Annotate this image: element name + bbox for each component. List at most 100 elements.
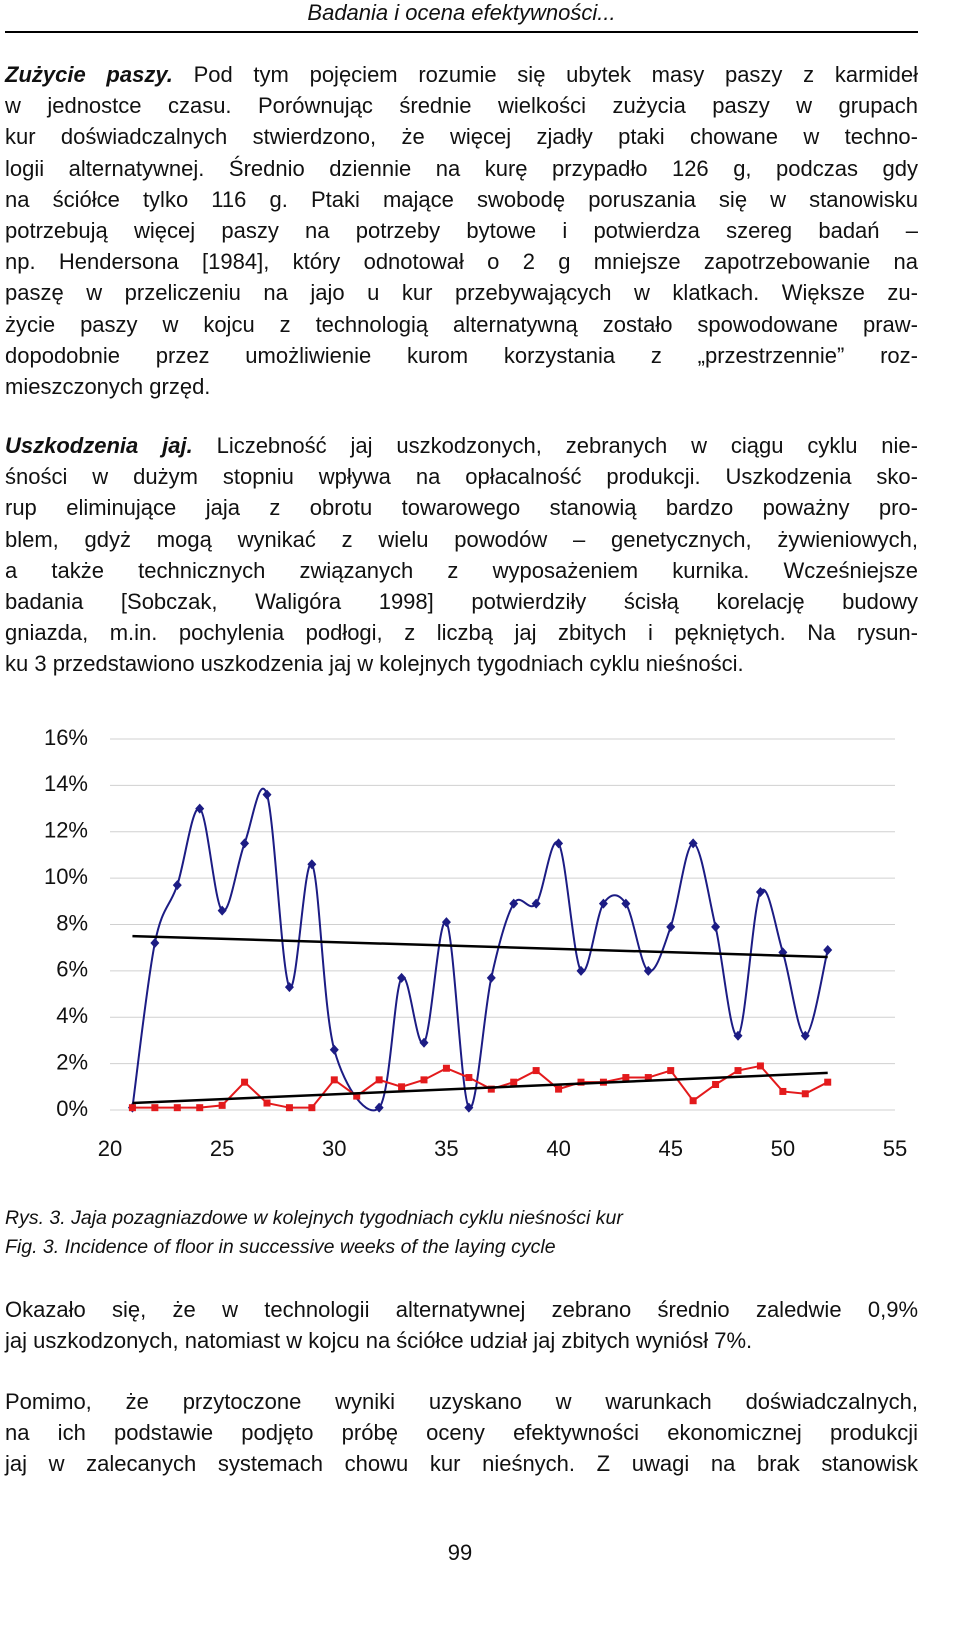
y-tick-label: 16% [44, 725, 88, 750]
text-line: ku 3 przedstawiono uszkodzenia jaj w kol… [5, 651, 744, 677]
point-marker [262, 789, 272, 800]
point-marker [329, 1044, 339, 1055]
text-line: Zużycie paszy. Pod tym pojęciem rozumie … [5, 59, 918, 90]
point-marker [398, 1083, 406, 1091]
x-tick-label: 20 [98, 1136, 122, 1161]
caption: Fig. 3. Incidence of floor in successive… [5, 1236, 556, 1258]
text: Liczebność jaj uszkodzonych, zebranych w… [216, 433, 918, 458]
x-tick-label: 55 [883, 1136, 907, 1161]
point-marker [531, 898, 541, 909]
y-tick-label: 10% [44, 864, 88, 889]
text-line: jaj uszkodzonych, natomiast w kojcu na ś… [5, 1328, 753, 1354]
point-marker [465, 1074, 473, 1082]
text-line: badania [Sobczak, Waligóra 1998] potwier… [5, 589, 918, 615]
paragraph: Pomimo, że przytoczone wyniki uzyskano w… [5, 1386, 918, 1480]
point-marker [241, 1078, 249, 1086]
point-marker [667, 1067, 675, 1075]
caption: Rys. 3. Jaja pozagniazdowe w kolejnych t… [5, 1207, 623, 1229]
point-marker [555, 1085, 563, 1093]
series-line [131, 787, 829, 1112]
y-tick-label: 8% [56, 910, 88, 935]
text-line: np. Hendersona [1984], który odnotował o… [5, 249, 918, 275]
point-marker [643, 965, 653, 976]
point-marker [374, 1102, 384, 1113]
text-line: a także technicznych związanych z wyposa… [5, 557, 918, 583]
point-marker [756, 1062, 764, 1070]
text-line: potrzebują więcej paszy na potrzeby byto… [5, 218, 918, 244]
trend-line [132, 1071, 828, 1105]
point-marker [733, 1030, 743, 1041]
text-line: blem, gdyż mogą wynikać z wielu powodów … [5, 526, 918, 552]
point-marker [375, 1076, 383, 1084]
point-marker [800, 1030, 810, 1041]
point-marker [711, 921, 721, 932]
point-marker [755, 887, 765, 898]
point-marker [621, 898, 631, 909]
point-marker [442, 1064, 450, 1072]
paragraph-lead: Zużycie paszy. [5, 62, 173, 87]
y-tick-label: 4% [56, 1003, 88, 1028]
point-marker [688, 838, 698, 849]
text-line: na ściółce tylko 116 g. Ptaki mające swo… [5, 186, 918, 212]
point-marker [330, 1076, 338, 1084]
point-marker [173, 1104, 181, 1112]
point-marker [622, 1074, 630, 1082]
point-marker [240, 838, 250, 849]
point-marker [577, 1078, 585, 1086]
point-marker [824, 1078, 832, 1086]
text-line: Uszkodzenia jaj. Liczebność jaj uszkodzo… [5, 430, 918, 461]
point-marker [218, 1101, 226, 1109]
point-marker [217, 905, 227, 916]
x-tick-label: 45 [658, 1136, 682, 1161]
text-line: na ich podstawie podjęto próbę oceny efe… [5, 1420, 918, 1446]
point-marker [689, 1097, 697, 1105]
point-marker [285, 1104, 293, 1112]
text-line: życie paszy w kojcu z technologią altern… [5, 311, 918, 337]
x-tick-label: 30 [322, 1136, 346, 1161]
text-line: Okazało się, że w technologii alternatyw… [5, 1297, 918, 1322]
y-tick-label: 6% [56, 957, 88, 982]
y-tick-label: 0% [56, 1096, 88, 1121]
point-marker [712, 1080, 720, 1088]
x-tick-label: 35 [434, 1136, 458, 1161]
point-marker [195, 803, 205, 814]
y-tick-label: 2% [56, 1049, 88, 1074]
text: Pod tym pojęciem rozumie się ubytek masy… [193, 62, 918, 87]
trend-line [132, 934, 828, 959]
header-rule [5, 31, 918, 33]
y-tick-label: 14% [44, 771, 88, 796]
point-marker [196, 1104, 204, 1112]
point-marker [778, 947, 788, 958]
point-marker [128, 1104, 136, 1112]
point-marker [823, 945, 833, 956]
x-tick-label: 25 [210, 1136, 234, 1161]
text-line: mieszczonych grzęd. [5, 374, 211, 400]
point-marker [308, 1104, 316, 1112]
point-marker [441, 917, 451, 928]
point-marker [666, 921, 676, 932]
x-tick-label: 50 [771, 1136, 795, 1161]
point-marker [644, 1074, 652, 1082]
running-header: Badania i ocena efektywności... [307, 0, 616, 25]
point-marker [263, 1099, 271, 1107]
text-line: Pomimo, że przytoczone wyniki uzyskano w… [5, 1389, 918, 1414]
paragraph: Uszkodzenia jaj. Liczebność jaj uszkodzo… [5, 430, 918, 680]
point-marker [734, 1067, 742, 1075]
text-line: gniazda, m.in. pochylenia podłogi, z lic… [5, 620, 918, 646]
point-marker [307, 859, 317, 870]
point-marker [420, 1076, 428, 1084]
point-marker [509, 898, 519, 909]
y-tick-label: 12% [44, 818, 88, 843]
text-line: śności w dużym stopniu wpływa na opłacal… [5, 464, 918, 490]
point-marker [801, 1090, 809, 1098]
paragraph-lead: Uszkodzenia jaj. [5, 433, 193, 458]
text-line: rup eliminujące jaja z obrotu towarowego… [5, 495, 918, 521]
point-marker [284, 982, 294, 993]
text-line: jaj w zalecanych systemach chowu kur nie… [5, 1451, 918, 1477]
point-marker [150, 938, 160, 949]
point-marker [464, 1102, 474, 1113]
text-line: logii alternatywnej. Średnio dziennie na… [5, 155, 918, 181]
point-marker [419, 1037, 429, 1048]
point-marker [510, 1078, 518, 1086]
